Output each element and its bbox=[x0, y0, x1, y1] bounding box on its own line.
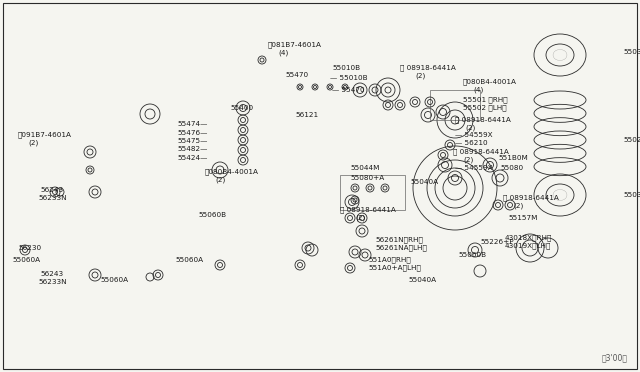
Text: 55226+P: 55226+P bbox=[480, 239, 514, 245]
Text: 55476—: 55476— bbox=[178, 130, 208, 136]
Text: (2): (2) bbox=[215, 177, 225, 183]
Text: 55060B: 55060B bbox=[458, 252, 486, 258]
Text: — 54559X: — 54559X bbox=[455, 132, 493, 138]
Text: 55044M: 55044M bbox=[350, 165, 380, 171]
Text: 55502 〈LH〉: 55502 〈LH〉 bbox=[463, 105, 507, 111]
Text: Ⓑ080B4-4001A: Ⓑ080B4-4001A bbox=[205, 169, 259, 175]
Text: 55080: 55080 bbox=[500, 165, 523, 171]
Text: (2): (2) bbox=[415, 73, 425, 79]
Text: (2): (2) bbox=[28, 140, 38, 146]
Text: 55020M: 55020M bbox=[623, 137, 640, 143]
Text: 551B0M: 551B0M bbox=[498, 155, 528, 161]
Text: 56243: 56243 bbox=[40, 271, 63, 277]
Text: Ⓑ081B7-4601A: Ⓑ081B7-4601A bbox=[268, 42, 322, 48]
Text: Ⓝ 08918-6441A: Ⓝ 08918-6441A bbox=[453, 149, 509, 155]
Text: 。3'00〈: 。3'00〈 bbox=[602, 353, 628, 362]
Text: 56233N: 56233N bbox=[38, 195, 67, 201]
Text: 551A0+A〈LH〉: 551A0+A〈LH〉 bbox=[368, 265, 421, 271]
Text: Ⓑ091B7-4601A: Ⓑ091B7-4601A bbox=[18, 132, 72, 138]
Text: — 54559X: — 54559X bbox=[455, 165, 493, 171]
Text: 43018X〈RH〉: 43018X〈RH〉 bbox=[505, 235, 552, 241]
Text: (4): (4) bbox=[278, 50, 288, 56]
Text: 55400: 55400 bbox=[230, 105, 253, 111]
Text: 55080+A: 55080+A bbox=[350, 175, 384, 181]
Text: 55501 〈RH〉: 55501 〈RH〉 bbox=[463, 97, 508, 103]
Text: 55060A: 55060A bbox=[12, 257, 40, 263]
Text: (2): (2) bbox=[355, 215, 365, 221]
Text: 56230: 56230 bbox=[18, 245, 41, 251]
Text: Ⓑ080B4-4001A: Ⓑ080B4-4001A bbox=[463, 79, 517, 85]
Text: 56233N: 56233N bbox=[38, 279, 67, 285]
Text: 55036P: 55036P bbox=[623, 49, 640, 55]
Text: 551A0〈RH〉: 551A0〈RH〉 bbox=[368, 257, 411, 263]
Ellipse shape bbox=[553, 49, 567, 61]
Text: 55424—: 55424— bbox=[178, 155, 208, 161]
Text: — 55470: — 55470 bbox=[332, 87, 365, 93]
Text: 56261NA〈LH〉: 56261NA〈LH〉 bbox=[375, 245, 427, 251]
Text: — 55010B: — 55010B bbox=[330, 75, 367, 81]
Bar bbox=[340, 175, 405, 210]
Text: 55060A: 55060A bbox=[100, 277, 128, 283]
Text: 56121: 56121 bbox=[295, 112, 318, 118]
Text: 55060B: 55060B bbox=[198, 212, 226, 218]
Text: 56243: 56243 bbox=[40, 187, 63, 193]
Text: 55010B: 55010B bbox=[332, 65, 360, 71]
Text: 55470: 55470 bbox=[285, 72, 308, 78]
Text: Ⓝ 08918-6441A: Ⓝ 08918-6441A bbox=[503, 195, 559, 201]
Text: — 56210: — 56210 bbox=[455, 140, 488, 146]
Text: (2): (2) bbox=[513, 203, 524, 209]
Text: 55482—: 55482— bbox=[178, 146, 208, 152]
Text: (4): (4) bbox=[473, 87, 483, 93]
Bar bbox=[430, 90, 480, 120]
Text: Ⓝ 08918-6441A: Ⓝ 08918-6441A bbox=[455, 117, 511, 123]
Text: 56261N〈RH〉: 56261N〈RH〉 bbox=[375, 237, 423, 243]
Text: 43019X〈LH〉: 43019X〈LH〉 bbox=[505, 243, 552, 249]
Text: 55040A: 55040A bbox=[410, 179, 438, 185]
Text: (2): (2) bbox=[465, 125, 476, 131]
Text: Ⓝ 08918-6441A: Ⓝ 08918-6441A bbox=[340, 207, 396, 213]
Text: Ⓝ 08918-6441A: Ⓝ 08918-6441A bbox=[400, 65, 456, 71]
Ellipse shape bbox=[553, 189, 567, 201]
Text: 55036P: 55036P bbox=[623, 192, 640, 198]
Text: (2): (2) bbox=[463, 157, 473, 163]
Text: 55060A: 55060A bbox=[175, 257, 203, 263]
Text: 55157M: 55157M bbox=[508, 215, 538, 221]
Text: 55040A: 55040A bbox=[408, 277, 436, 283]
Text: 55475—: 55475— bbox=[178, 138, 208, 144]
Text: 55474—: 55474— bbox=[178, 121, 208, 127]
